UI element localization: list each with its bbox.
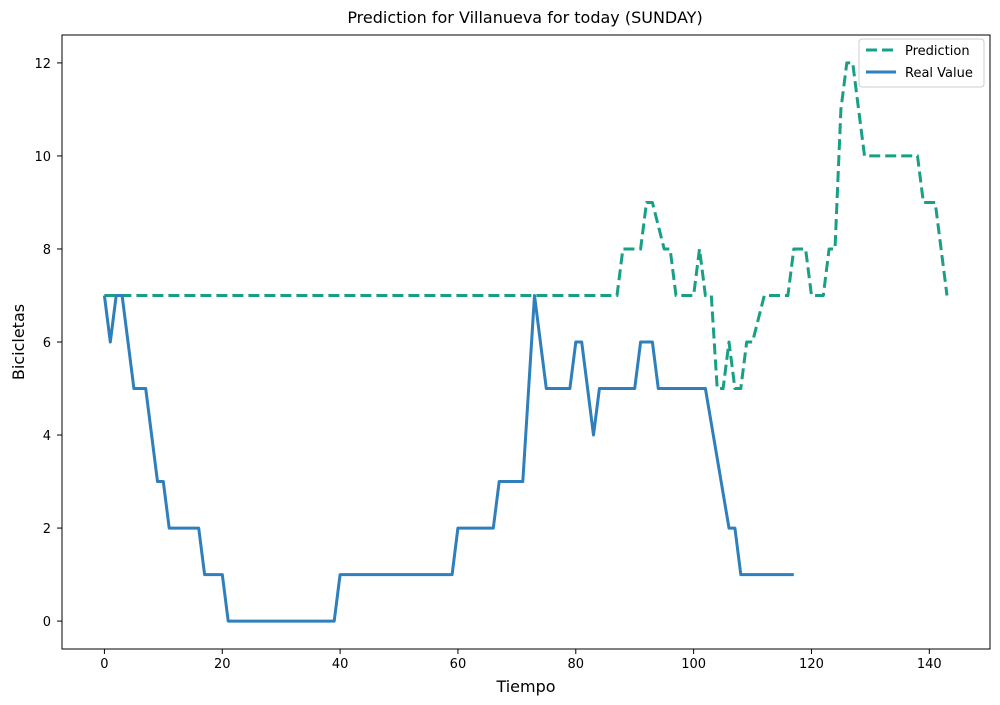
x-tick-label: 140 — [917, 657, 942, 672]
x-tick-label: 80 — [568, 657, 585, 672]
x-tick-label: 0 — [100, 657, 108, 672]
y-tick-label: 4 — [43, 429, 51, 444]
series-line-prediction — [104, 61, 949, 390]
x-tick-label: 120 — [799, 657, 824, 672]
y-tick-label: 0 — [43, 615, 51, 630]
y-tick-label: 12 — [34, 57, 51, 72]
y-tick-label: 2 — [43, 522, 51, 537]
y-axis-label: Bicicletas — [9, 304, 28, 380]
x-tick-label: 100 — [681, 657, 706, 672]
x-axis-label: Tiempo — [495, 677, 555, 696]
y-tick-label: 6 — [43, 336, 51, 351]
y-tick-label: 10 — [34, 150, 51, 165]
series-lines — [102, 61, 949, 623]
series-line-real-value — [102, 294, 794, 623]
legend-label-prediction: Prediction — [905, 44, 970, 59]
y-tick-label: 8 — [43, 243, 51, 258]
chart-title: Prediction for Villanueva for today (SUN… — [347, 8, 702, 27]
x-tick-label: 20 — [214, 657, 231, 672]
legend-label-real-value: Real Value — [905, 66, 973, 81]
x-tick-label: 60 — [450, 657, 467, 672]
legend: Prediction Real Value — [858, 38, 985, 88]
axis-ticks: 0 20 40 60 80 100 120 140 0 2 4 6 8 10 12 — [34, 57, 941, 672]
x-tick-label: 40 — [332, 657, 349, 672]
